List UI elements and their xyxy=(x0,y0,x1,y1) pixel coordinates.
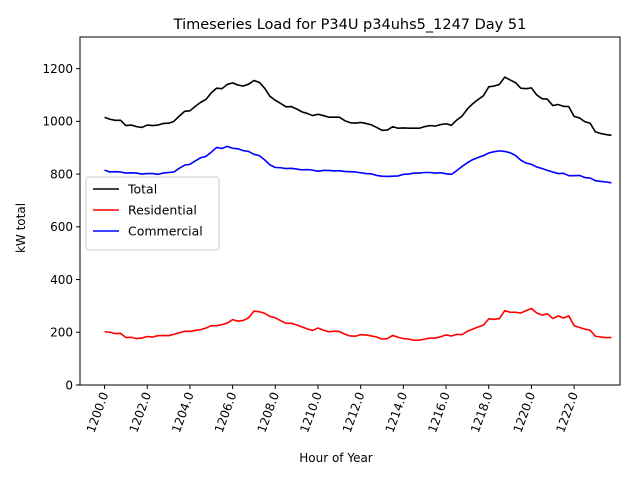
x-tick-label: 1218.0 xyxy=(468,390,496,434)
y-axis-title: kW total xyxy=(14,203,28,253)
x-tick-label: 1214.0 xyxy=(383,390,411,434)
x-tick-label: 1222.0 xyxy=(553,390,581,434)
series-line-total xyxy=(104,76,612,137)
x-tick-label: 1206.0 xyxy=(212,390,240,434)
x-tick-label: 1208.0 xyxy=(255,390,283,434)
chart-title: Timeseries Load for P34U p34uhs5_1247 Da… xyxy=(173,17,527,33)
y-tick-label: 1000 xyxy=(42,115,73,129)
plot-frame xyxy=(79,36,621,386)
y-tick-label: 800 xyxy=(50,167,73,181)
legend-box xyxy=(85,176,220,251)
x-tick-label: 1200.0 xyxy=(84,390,112,434)
y-tick-label: 400 xyxy=(50,273,73,287)
x-tick-label: 1216.0 xyxy=(425,390,453,434)
legend-label-total: Total xyxy=(127,182,157,197)
x-tick-label: 1212.0 xyxy=(340,390,368,434)
legend-label-residential: Residential xyxy=(128,203,197,218)
x-axis-title: Hour of Year xyxy=(299,451,373,465)
series-line-commercial xyxy=(104,145,612,184)
x-tick-label: 1204.0 xyxy=(169,390,197,434)
x-tick-label: 1202.0 xyxy=(127,390,155,434)
x-tick-label: 1210.0 xyxy=(297,390,325,434)
y-tick-label: 600 xyxy=(50,220,73,234)
legend: Total Residential Commercial xyxy=(85,176,220,251)
y-tick-label: 1200 xyxy=(42,62,73,76)
series-line-residential xyxy=(104,307,612,341)
x-tick-label: 1220.0 xyxy=(511,390,539,434)
y-tick-label: 0 xyxy=(65,378,73,392)
legend-label-commercial: Commercial xyxy=(128,224,203,239)
y-tick-label: 200 xyxy=(50,326,73,340)
